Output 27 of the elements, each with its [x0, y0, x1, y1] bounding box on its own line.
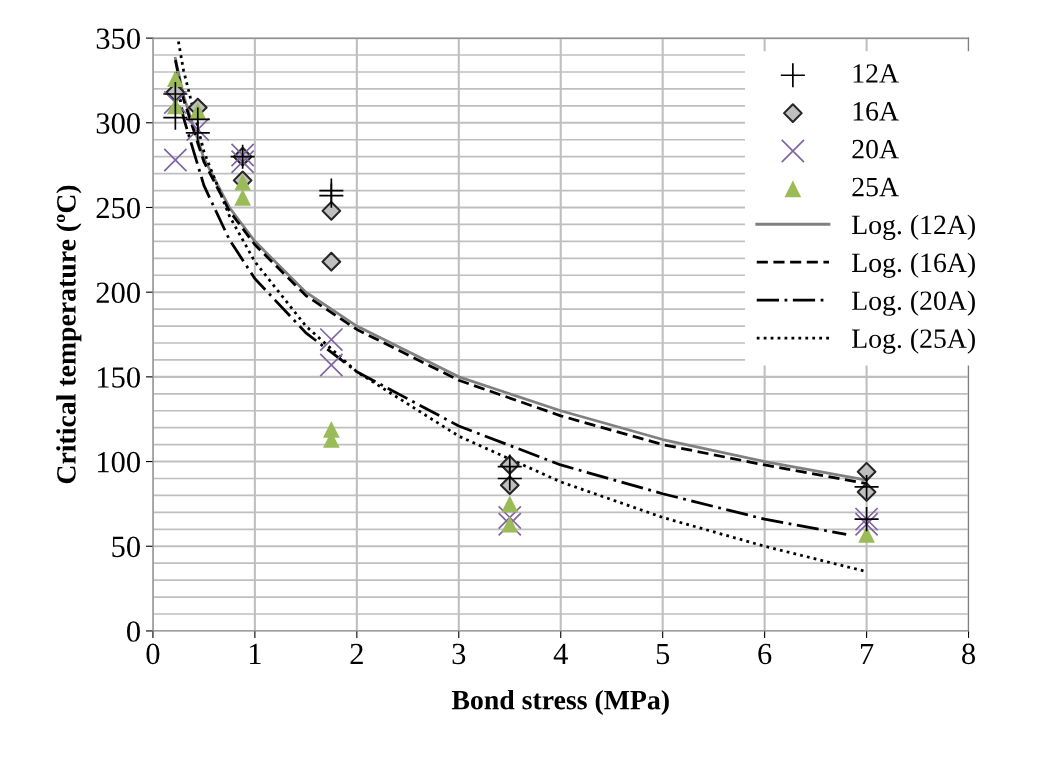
legend-label: 20A: [852, 139, 899, 159]
x-tick-label: 8: [962, 643, 976, 665]
y-tick-label: 50: [112, 536, 140, 558]
legend-label: 12A: [853, 64, 899, 83]
x-tick-label: 2: [350, 643, 363, 664]
y-tick-label: 150: [97, 367, 140, 388]
y-tick-label: 300: [96, 113, 140, 134]
y-tick-label: 350: [96, 28, 140, 49]
legend-label: 16A: [853, 102, 899, 121]
y-tick-label: 0: [127, 621, 140, 642]
x-tick-label: 3: [452, 643, 466, 665]
x-axis-title: Bond stress (MPa): [451, 689, 669, 716]
y-tick-label: 250: [96, 197, 140, 219]
x-tick-label: 5: [656, 643, 670, 665]
x-tick-label: 1: [249, 643, 261, 664]
legend-label: Log. (20A): [852, 290, 975, 316]
x-tick-label: 6: [758, 643, 772, 665]
legend-label: Log. (12A): [852, 214, 975, 240]
y-tick-label: 100: [97, 451, 140, 473]
x-tick-label: 0: [146, 643, 160, 665]
x-tick-label: 7: [860, 643, 874, 664]
x-tick-label: 4: [553, 643, 568, 664]
legend-label: Log. (25A): [852, 328, 975, 354]
legend-label: 25A: [852, 177, 899, 197]
legend-label: Log. (16A): [852, 252, 975, 278]
y-tick-label: 200: [96, 282, 140, 304]
y-axis-title: Critical temperature (ºC): [56, 185, 82, 484]
